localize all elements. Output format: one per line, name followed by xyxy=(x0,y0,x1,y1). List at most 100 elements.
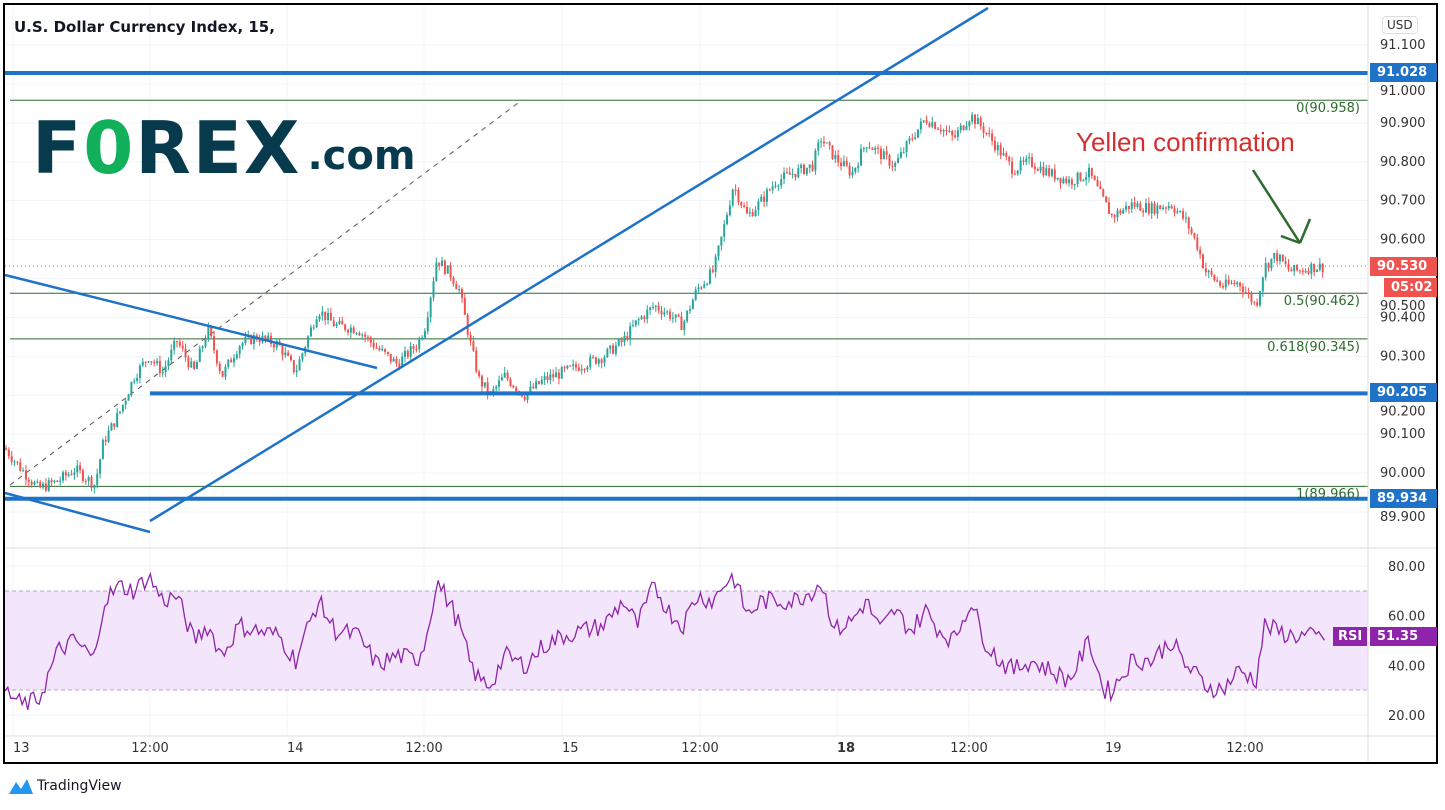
candle-body xyxy=(1019,160,1022,171)
candle-body xyxy=(583,369,586,371)
candle-body xyxy=(885,151,888,156)
candle-body xyxy=(1184,217,1187,219)
candle-body xyxy=(1230,282,1233,284)
candle-body xyxy=(173,341,176,350)
candle-body xyxy=(720,236,723,246)
horizontal-levels[interactable] xyxy=(5,71,1368,501)
annotation-text[interactable]: Yellen confirmation xyxy=(1076,127,1295,157)
candle-body xyxy=(329,313,332,321)
currency-button[interactable]: USD xyxy=(1382,16,1418,34)
candle-body xyxy=(458,289,461,291)
candle-body xyxy=(711,269,714,272)
candle-body xyxy=(438,262,441,267)
candle-body xyxy=(1187,217,1190,229)
candle-body xyxy=(252,335,255,344)
candle-body xyxy=(503,372,506,378)
candle-body xyxy=(1147,203,1150,214)
candle-body xyxy=(1159,205,1162,209)
candle-body xyxy=(609,345,612,349)
tradingview-label: TradingView xyxy=(37,778,122,794)
candle-body xyxy=(674,314,677,318)
candle-body xyxy=(620,339,623,342)
candle-body xyxy=(241,343,244,347)
candle-body xyxy=(592,356,595,358)
candle-body xyxy=(700,287,703,289)
candle-body xyxy=(79,465,82,471)
candle-body xyxy=(93,485,96,488)
candle-body xyxy=(594,357,597,364)
candle-body xyxy=(651,306,654,308)
rising-trendline[interactable] xyxy=(149,6,989,523)
candle-body xyxy=(663,312,666,315)
candle-body xyxy=(384,349,387,352)
candle-body xyxy=(292,360,295,373)
candle-body xyxy=(612,345,615,354)
candle-body xyxy=(797,168,800,178)
candle-body xyxy=(1162,207,1165,209)
candle-body xyxy=(580,369,583,371)
candle-body xyxy=(771,186,774,190)
candle-body xyxy=(492,388,495,393)
time-axis[interactable]: 13 12:00 14 12:00 15 12:00 18 12:00 19 12:00 xyxy=(13,741,1264,756)
candle-body xyxy=(600,359,603,363)
candle-body xyxy=(392,358,395,362)
candle-body xyxy=(295,370,298,373)
candle-body xyxy=(235,354,238,359)
candle-body xyxy=(529,386,532,393)
fibonacci-lines[interactable] xyxy=(10,99,1368,487)
candle-body xyxy=(33,482,36,485)
descending-trendline-lower[interactable] xyxy=(4,491,151,534)
candle-body xyxy=(500,377,503,381)
candle-body xyxy=(164,366,167,372)
candle-body xyxy=(626,335,629,340)
candle-body xyxy=(101,439,104,460)
candle-body xyxy=(267,335,270,340)
candle-body xyxy=(469,334,472,342)
fib-trend-dashed-line[interactable] xyxy=(9,99,523,486)
candle-body xyxy=(1079,172,1082,181)
candle-body xyxy=(842,161,845,167)
logo-domain: .com xyxy=(307,133,416,179)
candle-body xyxy=(136,377,139,381)
candle-body xyxy=(697,287,700,290)
candle-body xyxy=(959,125,962,131)
price-tick-label: 90.800 xyxy=(1380,155,1426,170)
candle-body xyxy=(150,361,153,363)
candle-body xyxy=(264,335,267,340)
candle-body xyxy=(925,120,928,124)
candle-body xyxy=(1048,168,1051,176)
candle-body xyxy=(888,155,891,166)
tradingview-logo[interactable]: TradingView xyxy=(8,777,122,795)
candle-body xyxy=(617,339,620,346)
candle-body xyxy=(976,117,979,125)
price-axis[interactable]: 91.100 91.000 90.900 90.800 90.700 90.600 90.5… xyxy=(1380,38,1426,724)
candle-body xyxy=(1202,254,1204,269)
candle-body xyxy=(942,129,945,132)
candle-body xyxy=(586,367,589,370)
price-tick-label: 90.500 xyxy=(1380,299,1426,314)
candle-body xyxy=(597,359,600,364)
candle-body xyxy=(1122,209,1125,214)
candle-body xyxy=(999,145,1002,156)
candle-body xyxy=(309,327,312,337)
candle-body xyxy=(1107,202,1110,215)
candle-body xyxy=(988,133,991,135)
candle-body xyxy=(948,130,951,132)
candle-body xyxy=(968,121,971,127)
candle-body xyxy=(891,165,894,167)
candle-body xyxy=(349,327,352,333)
price-tick-label: 90.900 xyxy=(1380,116,1426,131)
candle-body xyxy=(378,348,381,351)
candle-body xyxy=(156,360,159,364)
candle-body xyxy=(1136,203,1139,207)
candle-body xyxy=(902,151,905,153)
candle-body xyxy=(1321,263,1324,273)
candle-body xyxy=(991,133,994,141)
candle-body xyxy=(184,348,187,358)
candle-body xyxy=(426,317,429,332)
descending-trendline-upper[interactable] xyxy=(4,273,378,370)
candle-body xyxy=(443,260,446,274)
candle-body xyxy=(723,224,726,237)
candle-body xyxy=(1156,205,1159,214)
